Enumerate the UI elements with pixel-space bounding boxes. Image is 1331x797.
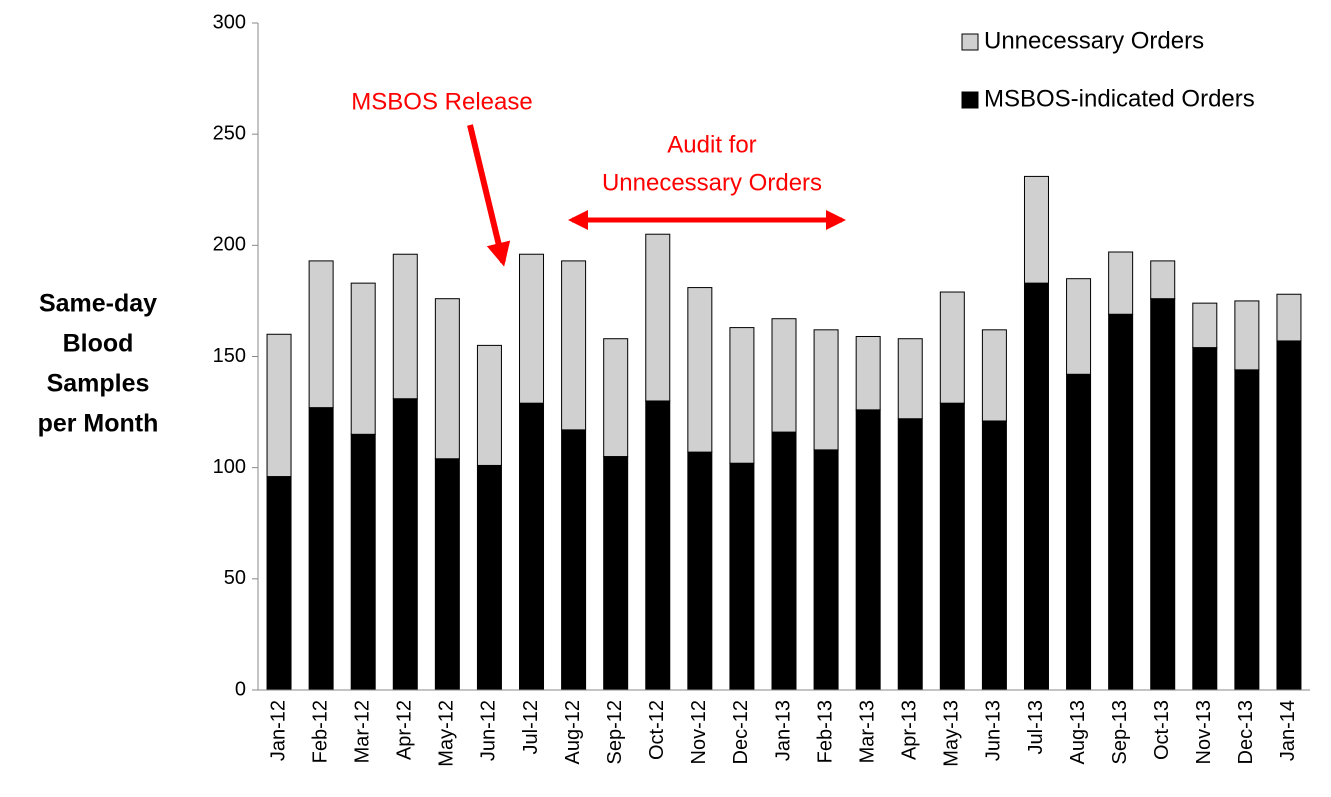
x-tick-label: Feb-12 [309, 700, 331, 763]
bar [1066, 373, 1092, 691]
bar [1066, 278, 1092, 375]
bar [897, 338, 923, 420]
x-tick-label: Jun-12 [478, 700, 500, 761]
x-tick-label: Nov-12 [688, 700, 710, 764]
bar [1150, 260, 1176, 300]
bar [771, 318, 797, 433]
y-axis-label: Samples [47, 370, 150, 398]
x-tick-label: May-13 [941, 700, 963, 767]
x-tick-label: Sep-12 [604, 700, 626, 765]
release-arrow [467, 124, 511, 267]
y-tick-label: 50 [224, 567, 246, 589]
legend-swatch [961, 33, 979, 51]
bar [1150, 298, 1176, 691]
y-tick-label: 200 [213, 234, 246, 256]
x-tick-label: Jul-13 [1025, 700, 1047, 754]
annotation: MSBOS Release [351, 88, 532, 115]
bar [645, 233, 671, 402]
bar [981, 329, 1007, 422]
bar [1192, 302, 1218, 349]
bar [561, 260, 587, 431]
bar [1108, 313, 1134, 691]
bar [350, 282, 376, 435]
x-tick-label: Dec-13 [1235, 700, 1257, 764]
bar [561, 429, 587, 691]
y-tick-label: 150 [213, 345, 246, 367]
y-tick-label: 250 [213, 122, 246, 144]
x-tick-label: Dec-12 [730, 700, 752, 764]
x-tick-label: Jul-12 [520, 700, 542, 754]
y-tick-label: 100 [213, 456, 246, 478]
bar [813, 449, 839, 691]
bar [308, 260, 334, 409]
bar [1192, 347, 1218, 691]
legend-label: Unnecessary Orders [984, 27, 1204, 54]
bar [729, 462, 755, 691]
x-tick-label: Apr-13 [899, 700, 921, 760]
bar [687, 451, 713, 691]
bar [350, 433, 376, 691]
bar [266, 476, 292, 691]
bar [939, 291, 965, 404]
bar [1023, 282, 1049, 691]
bar [1276, 340, 1302, 691]
x-tick-label: Jan-13 [772, 700, 794, 761]
x-tick-label: Jun-13 [983, 700, 1005, 761]
x-tick-label: Apr-12 [394, 700, 416, 760]
x-tick-label: Aug-13 [1067, 700, 1089, 765]
bar [603, 338, 629, 458]
x-tick-label: May-12 [436, 700, 458, 767]
bar [603, 456, 629, 691]
bar [855, 409, 881, 691]
bar [981, 420, 1007, 691]
y-axis-label: Blood [63, 330, 134, 358]
bar [434, 298, 460, 460]
y-tick-label: 0 [235, 678, 246, 700]
x-tick-label: Mar-12 [351, 700, 373, 763]
x-tick-label: Aug-12 [562, 700, 584, 765]
bar [687, 287, 713, 453]
bar [434, 458, 460, 691]
bar [308, 407, 334, 691]
x-tick-label: Oct-13 [1151, 700, 1173, 760]
bar [266, 333, 292, 478]
bar [939, 402, 965, 691]
bar [771, 431, 797, 691]
legend-swatch [961, 91, 979, 109]
bar [1234, 300, 1260, 371]
bar [729, 327, 755, 464]
bar [1234, 369, 1260, 691]
bar [392, 253, 418, 400]
y-axis-label: per Month [38, 410, 159, 438]
annotation: Unnecessary Orders [602, 169, 822, 196]
bar [1276, 293, 1302, 342]
x-tick-label: Feb-13 [814, 700, 836, 763]
bar [897, 418, 923, 691]
bar [519, 402, 545, 691]
x-tick-label: Sep-13 [1109, 700, 1131, 765]
x-tick-label: Nov-13 [1193, 700, 1215, 764]
bar [645, 400, 671, 691]
legend-label: MSBOS-indicated Orders [984, 85, 1255, 112]
x-tick-label: Oct-12 [646, 700, 668, 760]
bar [476, 344, 502, 466]
bar [813, 329, 839, 451]
x-tick-label: Jan-12 [267, 700, 289, 761]
bar [1108, 251, 1134, 315]
bar [476, 464, 502, 691]
bar [519, 253, 545, 404]
bar [1023, 175, 1049, 284]
bar [392, 398, 418, 691]
annotation: Audit for [667, 131, 756, 158]
x-tick-label: Mar-13 [856, 700, 878, 763]
x-tick-label: Jan-14 [1277, 700, 1299, 761]
bar [855, 335, 881, 411]
y-axis-label: Same-day [39, 290, 157, 318]
y-tick-label: 300 [213, 11, 246, 33]
